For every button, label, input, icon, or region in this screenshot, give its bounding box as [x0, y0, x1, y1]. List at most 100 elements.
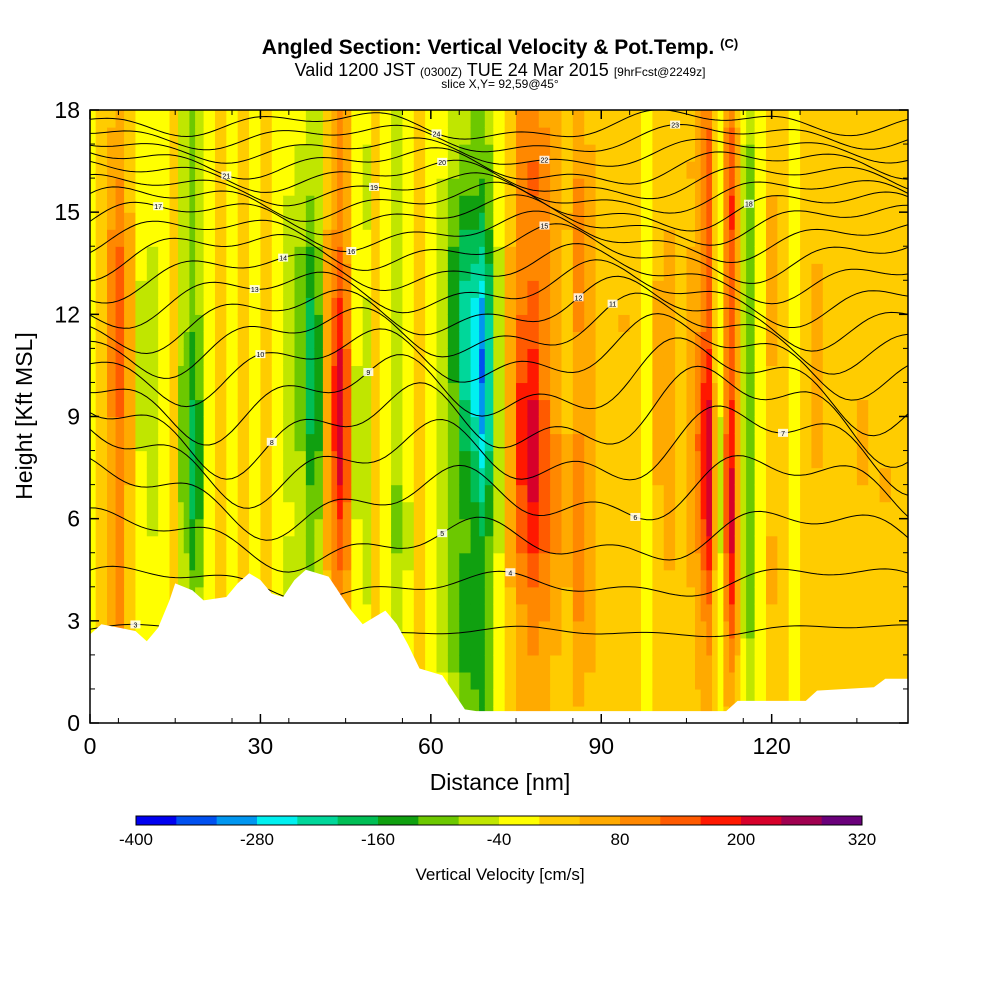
velocity-cell — [459, 348, 472, 367]
velocity-cell — [504, 144, 517, 162]
velocity-cell — [746, 314, 756, 332]
velocity-cell — [135, 110, 148, 128]
velocity-cell — [459, 671, 472, 690]
velocity-cell — [260, 467, 273, 486]
x-tick-label: 90 — [588, 733, 614, 759]
velocity-cell — [723, 161, 730, 179]
velocity-cell — [740, 348, 747, 367]
velocity-cell — [493, 212, 506, 230]
velocity-cell — [351, 263, 364, 281]
theta-contour-label: 13 — [251, 287, 259, 294]
velocity-cell — [641, 620, 653, 639]
velocity-cell — [572, 467, 585, 486]
velocity-cell — [305, 535, 315, 554]
velocity-cell — [124, 348, 137, 367]
velocity-cell — [271, 246, 284, 264]
velocity-cell — [249, 195, 262, 213]
velocity-cell — [822, 603, 835, 622]
velocity-cell — [283, 246, 296, 264]
velocity-cell — [595, 416, 608, 435]
velocity-cell — [124, 212, 137, 230]
velocity-cell — [504, 586, 517, 605]
theta-contour-label: 18 — [745, 202, 753, 209]
velocity-cell — [504, 637, 517, 656]
velocity-cell — [516, 314, 528, 332]
velocity-cell — [322, 365, 333, 384]
velocity-cell — [178, 331, 185, 349]
velocity-cell — [226, 263, 239, 281]
velocity-cell — [90, 280, 97, 298]
velocity-cell — [260, 178, 273, 196]
velocity-cell — [527, 586, 540, 605]
velocity-cell — [146, 314, 159, 332]
velocity-cell — [260, 314, 273, 332]
velocity-cell — [95, 229, 108, 247]
velocity-cell — [561, 365, 574, 384]
velocity-cell — [391, 382, 404, 401]
velocity-cell — [314, 110, 324, 128]
velocity-cell — [146, 518, 159, 537]
velocity-cell — [746, 365, 756, 384]
velocity-cell — [652, 569, 665, 588]
velocity-cell — [788, 484, 801, 503]
velocity-cell — [800, 280, 813, 298]
velocity-cell — [740, 365, 747, 384]
velocity-cell — [314, 399, 324, 418]
velocity-cell — [822, 195, 835, 213]
velocity-cell — [572, 620, 585, 639]
velocity-cell — [706, 246, 713, 264]
theta-contour-label-bg — [437, 529, 448, 538]
velocity-cell — [879, 586, 892, 605]
velocity-cell — [572, 110, 585, 128]
velocity-cell — [237, 450, 250, 469]
velocity-cell — [879, 178, 892, 196]
velocity-cell — [712, 518, 719, 537]
y-tick-label: 9 — [67, 404, 80, 430]
velocity-cell — [723, 280, 730, 298]
velocity-cell — [641, 212, 653, 230]
velocity-cell — [351, 110, 364, 128]
velocity-cell — [436, 569, 449, 588]
velocity-cell — [765, 144, 778, 162]
velocity-cell — [811, 331, 824, 349]
velocity-cell — [294, 433, 307, 452]
velocity-cell — [746, 127, 756, 145]
velocity-cell — [214, 382, 227, 401]
velocity-cell — [351, 365, 364, 384]
velocity-cell — [527, 127, 540, 145]
velocity-cell — [868, 416, 881, 435]
velocity-cell — [342, 331, 352, 349]
velocity-cell — [402, 620, 415, 639]
velocity-cell — [203, 467, 216, 486]
velocity-cell — [595, 518, 608, 537]
velocity-cell — [484, 229, 494, 247]
velocity-cell — [479, 144, 486, 162]
velocity-cell — [158, 229, 171, 247]
velocity-cell — [717, 433, 724, 452]
colorbar-swatch — [136, 816, 177, 825]
theta-contour-label-bg — [431, 129, 442, 138]
velocity-cell — [527, 331, 540, 349]
velocity-cell — [90, 467, 97, 486]
velocity-cell — [214, 280, 227, 298]
theta-contour-line — [90, 455, 908, 541]
velocity-cell — [746, 229, 756, 247]
velocity-cell — [868, 518, 881, 537]
velocity-cell — [902, 467, 908, 486]
velocity-cell — [746, 671, 756, 690]
velocity-cell — [436, 297, 449, 315]
velocity-cell — [294, 450, 307, 469]
velocity-cell — [527, 501, 540, 520]
velocity-cell — [305, 467, 315, 486]
velocity-cell — [811, 297, 824, 315]
velocity-cell — [845, 178, 858, 196]
velocity-cell — [538, 467, 551, 486]
velocity-cell — [663, 637, 676, 656]
velocity-cell — [413, 144, 426, 162]
velocity-cell — [822, 552, 835, 571]
velocity-cell — [700, 399, 707, 418]
velocity-cell — [379, 229, 392, 247]
velocity-cell — [729, 416, 736, 435]
velocity-cell — [561, 637, 574, 656]
velocity-cell — [226, 314, 239, 332]
